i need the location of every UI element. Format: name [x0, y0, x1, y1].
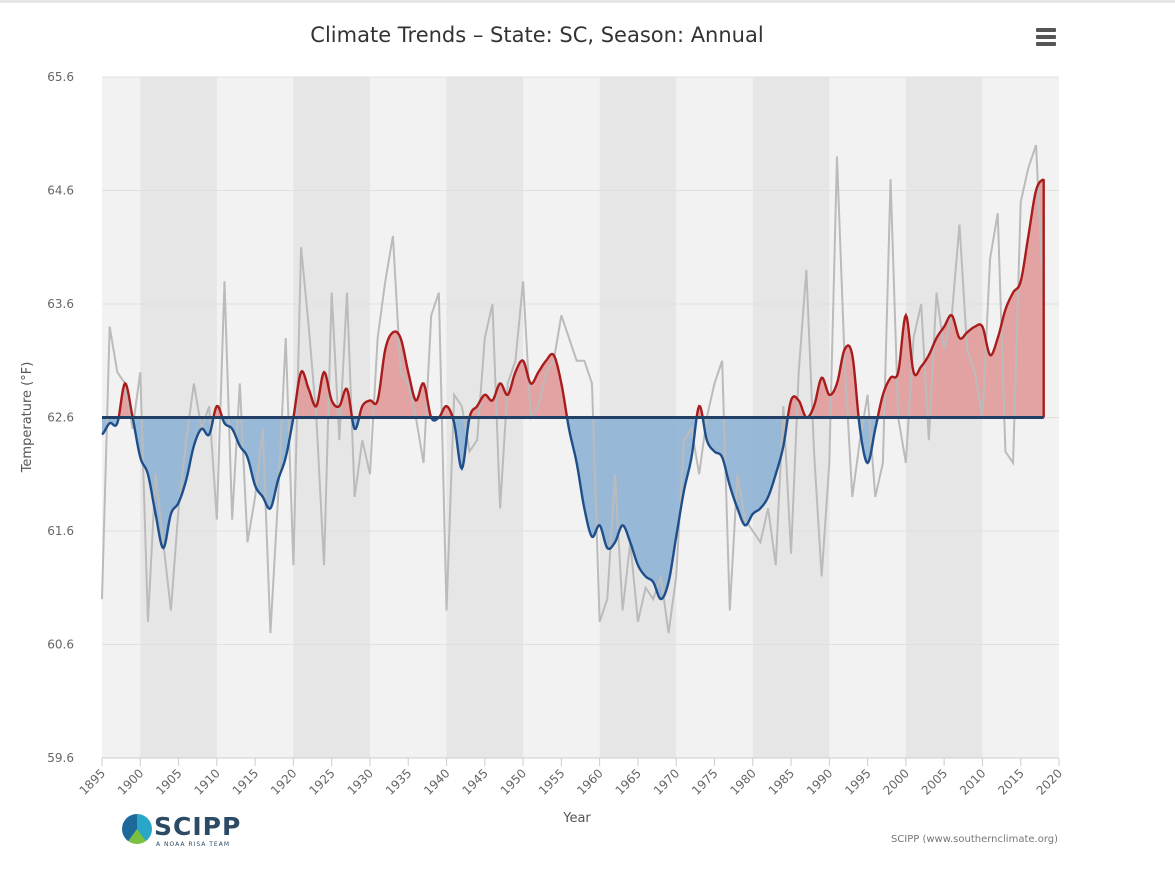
x-tick-label: 1975	[689, 766, 720, 797]
x-tick-label: 2015	[995, 766, 1026, 797]
x-tick-label: 1935	[383, 766, 414, 797]
below-average-area	[132, 417, 214, 549]
below-average-trend-line	[451, 417, 471, 471]
logo-subtext: A NOAA RISA TEAM	[156, 841, 231, 848]
x-tick-label: 1940	[421, 766, 452, 797]
x-tick-label: 1945	[459, 766, 490, 797]
y-tick-label: 63.6	[47, 297, 74, 311]
y-tick-label: 65.6	[47, 70, 74, 84]
below-average-trend-line	[221, 417, 295, 511]
y-tick-label: 59.6	[47, 751, 74, 765]
credit-link[interactable]: SCIPP (www.southernclimate.org)	[891, 834, 1058, 845]
x-tick-label: 1990	[804, 766, 835, 797]
x-tick-label: 1930	[345, 766, 376, 797]
x-tick-label: 2000	[881, 766, 912, 797]
x-tick-label: 1920	[268, 766, 299, 797]
x-tick-label: 1905	[153, 766, 184, 797]
annual-temperature-line	[101, 144, 1045, 634]
scipp-logo: SCIPP A NOAA RISA TEAM	[120, 810, 250, 852]
x-tick-label: 1895	[77, 766, 108, 797]
y-tick-label: 61.6	[47, 524, 74, 538]
menu-bar	[1036, 42, 1056, 46]
x-tick-label: 2020	[1034, 766, 1065, 797]
x-tick-label: 1925	[306, 766, 337, 797]
x-tick-label: 1970	[651, 766, 682, 797]
x-tick-label: 1980	[727, 766, 758, 797]
x-tick-label: 1995	[842, 766, 873, 797]
x-tick-label: 1915	[230, 766, 261, 797]
above-average-trend-line	[357, 330, 433, 418]
above-average-trend-line	[786, 395, 808, 419]
x-tick-label: 2010	[957, 766, 988, 797]
above-average-trend-line	[806, 344, 860, 419]
x-tick-label: 1985	[766, 766, 797, 797]
chart-title: Climate Trends – State: SC, Season: Annu…	[310, 23, 763, 47]
x-axis-title: Year	[562, 811, 591, 826]
above-average-trend-line	[468, 352, 569, 418]
below-average-trend-line	[565, 417, 698, 601]
above-average-trend-line	[292, 369, 354, 418]
above-average-trend-line	[695, 404, 704, 418]
above-average-trend-line	[876, 178, 1045, 418]
above-average-area	[469, 353, 568, 418]
scipp-logo-icon	[122, 814, 152, 844]
y-tick-label: 60.6	[47, 638, 74, 652]
below-average-trend-line	[131, 417, 215, 550]
x-tick-label: 2005	[919, 766, 950, 797]
above-average-area	[293, 371, 353, 418]
above-average-trend-line	[117, 381, 134, 418]
hamburger-menu-icon[interactable]	[1034, 28, 1060, 52]
y-tick-label: 64.6	[47, 184, 74, 198]
below-average-trend-line	[101, 417, 120, 436]
above-average-trend-line	[212, 404, 224, 418]
menu-bar	[1036, 35, 1056, 39]
below-average-trend-line	[350, 417, 361, 431]
below-average-area	[858, 417, 878, 463]
x-tick-label: 1950	[498, 766, 529, 797]
below-average-trend-line	[701, 417, 789, 527]
below-average-area	[567, 417, 697, 600]
menu-bar	[1036, 28, 1056, 32]
x-tick-label: 1910	[191, 766, 222, 797]
x-tick-label: 1965	[613, 766, 644, 797]
x-tick-label: 1955	[536, 766, 567, 797]
x-tick-label: 1960	[574, 766, 605, 797]
y-tick-label: 62.6	[47, 411, 74, 425]
below-average-trend-line	[857, 417, 879, 465]
logo-text: SCIPP	[154, 812, 242, 841]
y-axis-title: Temperature (°F)	[20, 362, 35, 474]
x-tick-label: 1900	[115, 766, 146, 797]
top-rule	[0, 0, 1175, 3]
above-average-trend-line	[437, 404, 454, 419]
